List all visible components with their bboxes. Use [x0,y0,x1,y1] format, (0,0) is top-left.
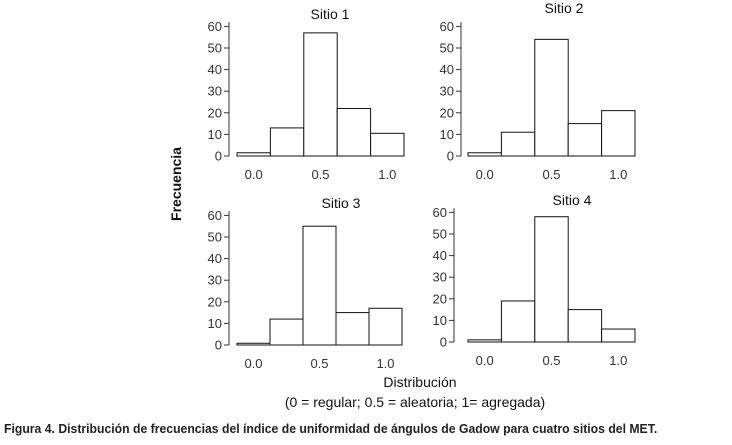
bar-0.0 [236,342,271,346]
x-tick-label: 0.0 [476,167,494,182]
bar-0.75 [335,312,370,346]
y-tick-label: 20 [440,105,454,120]
x-tick-label: 1.0 [609,353,627,368]
bar-0.5 [534,38,569,157]
bar-1.0 [370,132,405,157]
x-tick-label: 1.0 [378,167,396,182]
bar-0.0 [236,152,271,157]
y-axis-label: Frecuencia [168,147,184,221]
y-tick-label: 10 [440,127,454,142]
figure-caption: Figura 4. Distribución de frecuencias de… [4,421,658,436]
y-tick-label: 40 [433,248,447,263]
y-tick-label: 30 [208,84,222,99]
x-tick-label: 0.5 [542,167,560,182]
y-tick-label: 0 [215,149,222,164]
y-tick-label: 20 [433,291,447,306]
bar-0.25 [269,318,304,346]
x-tick-label: 0.5 [311,167,329,182]
y-tick-label: 10 [433,313,447,328]
y-tick-label: 20 [208,294,222,309]
bar-0.0 [467,339,502,343]
y-tick-label: 50 [208,41,222,56]
x-tick-label: 0.5 [542,353,560,368]
x-tick-label: 0.5 [310,356,328,371]
y-tick-label: 40 [440,62,454,77]
y-tick-label: 30 [208,273,222,288]
panel-3: Sitio 3 0 10 20 30 40 50 60 0.0 0.5 1.0 [208,195,403,371]
panel-title: Sitio 3 [322,195,361,211]
bar-1.0 [601,110,636,157]
x-tick-label: 0.0 [476,353,494,368]
x-axis-sublabel: (0 = regular; 0.5 = aleatoria; 1= agrega… [285,394,545,410]
bar-0.25 [500,131,536,157]
y-tick-label: 30 [440,84,454,99]
y-tick-label: 10 [208,127,222,142]
bar-0.75 [336,107,372,157]
bar-0.25 [269,127,305,157]
panel-2: Sitio 2 0 10 20 30 40 50 60 0.0 0.5 1.0 [440,0,636,182]
y-tick-label: 60 [433,205,447,220]
y-tick-label: 0 [447,149,454,164]
bar-0.75 [567,123,603,157]
bar-1.0 [368,307,403,346]
y-tick-label: 50 [433,227,447,242]
panel-1: Sitio 1 0 10 20 30 40 50 60 0.0 0.5 1.0 [208,6,405,182]
bar-0.5 [303,32,338,157]
panel-4: Sitio 4 0 10 20 30 40 50 60 0.0 0.5 1.0 [433,192,636,368]
bar-0.75 [567,309,603,343]
y-tick-label: 0 [440,335,447,350]
panel-title: Sitio 4 [553,192,592,208]
y-tick-label: 60 [208,19,222,34]
bar-0.5 [302,225,337,346]
y-tick-label: 40 [208,251,222,266]
y-tick-label: 10 [208,316,222,331]
y-tick-label: 50 [440,41,454,56]
x-tick-label: 1.0 [376,356,394,371]
x-tick-label: 0.0 [244,356,262,371]
panel-title: Sitio 2 [545,0,584,16]
bar-0.0 [467,152,502,157]
x-tick-label: 0.0 [245,167,263,182]
y-tick-label: 20 [208,105,222,120]
histogram-panels: Sitio 1 0 10 20 30 40 50 60 0.0 0.5 1.0 Sitio 2 0 10 2… [208,0,636,371]
bar-0.25 [500,300,536,343]
x-axis-label: Distribución [383,374,456,390]
bar-0.5 [534,216,569,343]
panel-title: Sitio 1 [311,6,350,22]
y-tick-label: 60 [440,19,454,34]
y-tick-label: 40 [208,62,222,77]
y-tick-label: 60 [208,208,222,223]
x-tick-label: 1.0 [609,167,627,182]
y-tick-label: 30 [433,270,447,285]
y-tick-label: 50 [208,230,222,245]
bar-1.0 [601,328,636,343]
y-tick-label: 0 [215,338,222,353]
